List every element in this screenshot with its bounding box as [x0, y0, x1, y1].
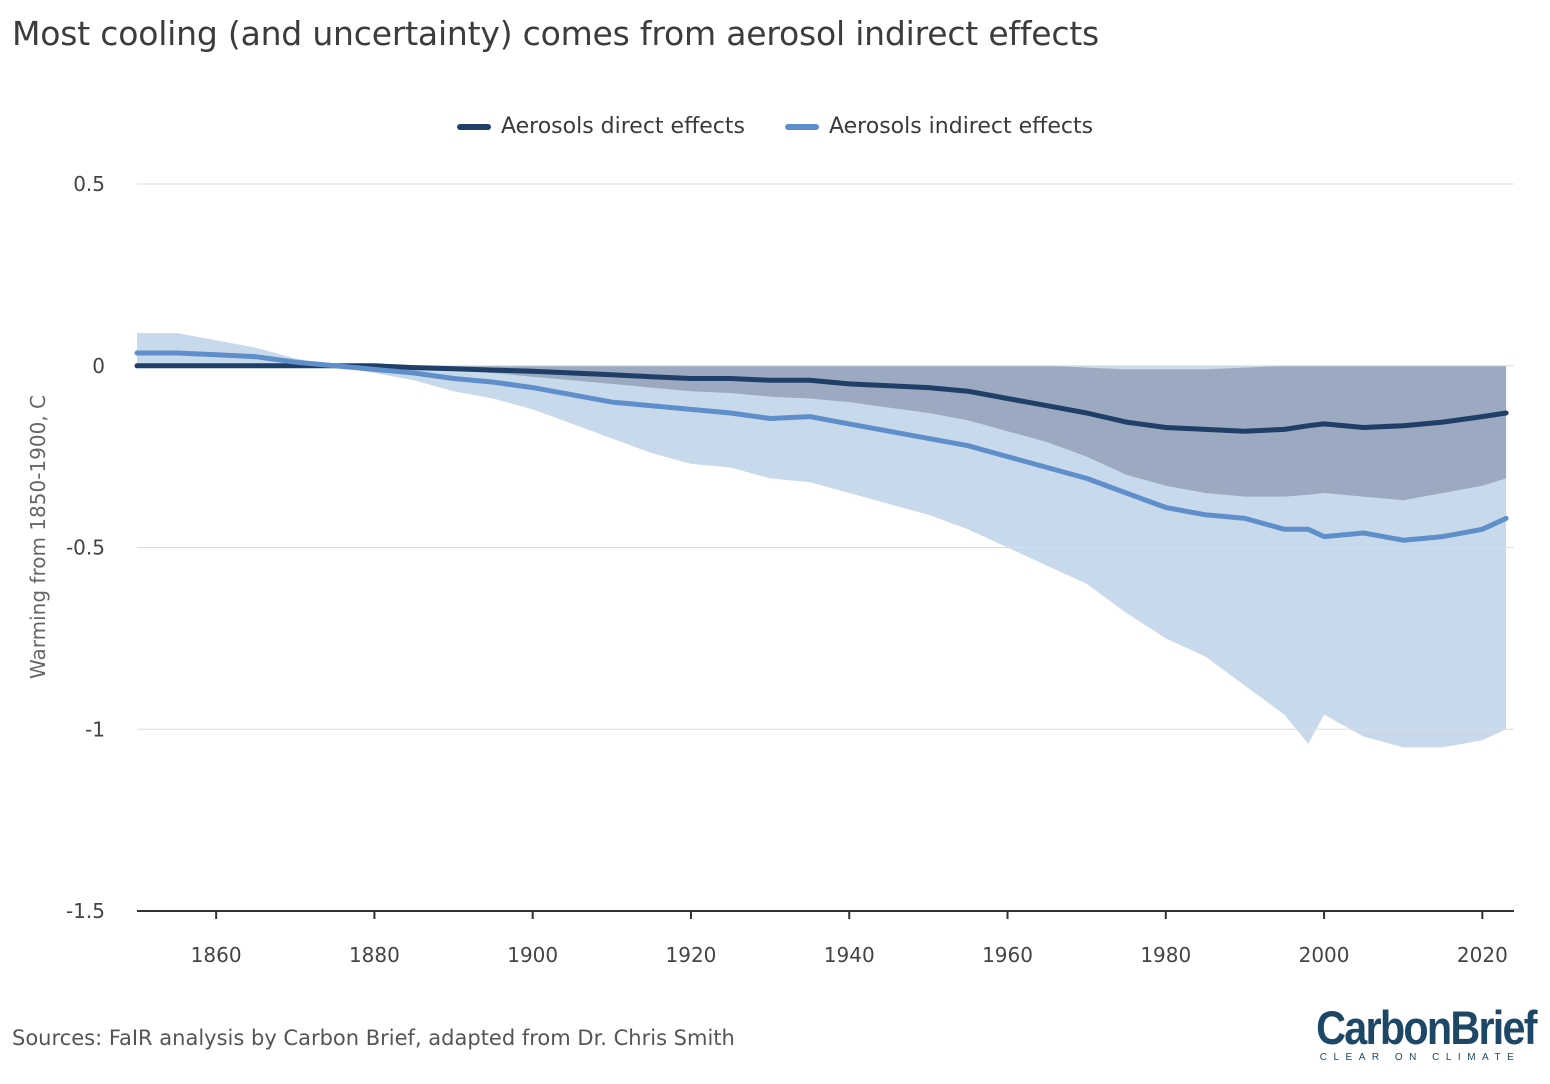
- legend-label-indirect: Aerosols indirect effects: [828, 114, 1094, 139]
- series-lines: [134, 350, 1509, 543]
- source-note: Sources: FaIR analysis by Carbon Brief, …: [12, 1026, 735, 1050]
- x-tick-label: 1920: [666, 943, 717, 967]
- y-tick-label: 0.5: [73, 172, 105, 196]
- legend-swatch-direct: [456, 123, 491, 130]
- uncertainty-bands: [137, 333, 1507, 748]
- logo-wordmark: CarbonBrief: [1316, 1001, 1537, 1054]
- x-tick-label: 1900: [507, 943, 558, 967]
- legend-swatch-indirect: [784, 123, 819, 130]
- y-axis-label: Warming from 1850-1900, C: [26, 395, 50, 679]
- x-tick-label: 1940: [824, 943, 875, 967]
- chart-plot: 0.5 0 -0.5 -1 -1.5 1860 1880 1900 1920 1940 1960 19…: [26, 172, 1514, 967]
- y-tick-label: 0: [92, 354, 105, 378]
- x-tick-label: 1960: [982, 943, 1033, 967]
- legend-item-indirect[interactable]: Aerosols indirect effects: [784, 114, 1094, 139]
- x-tick-label: 2020: [1457, 943, 1508, 967]
- chart-title: Most cooling (and uncertainty) comes fro…: [12, 14, 1100, 53]
- x-tick-label: 1880: [349, 943, 400, 967]
- y-tick-label: -1.5: [66, 899, 105, 923]
- axes: 0.5 0 -0.5 -1 -1.5 1860 1880 1900 1920 1940 1960 19…: [66, 172, 1514, 967]
- x-tick-label: 1980: [1140, 943, 1191, 967]
- carbonbrief-logo: CarbonBrief CLEAR ON CLIMATE: [1302, 1004, 1538, 1063]
- legend-label-direct: Aerosols direct effects: [500, 114, 745, 139]
- series-line-indirect: [134, 350, 1509, 543]
- x-tick-label: 1860: [191, 943, 242, 967]
- legend: Aerosols direct effects Aerosols indirec…: [0, 114, 1550, 139]
- legend-item-direct[interactable]: Aerosols direct effects: [456, 114, 745, 139]
- uncertainty-band-direct: [137, 365, 1507, 501]
- x-tick-label: 2000: [1299, 943, 1350, 967]
- y-tick-label: -0.5: [66, 536, 105, 560]
- logo-tagline: CLEAR ON CLIMATE: [1319, 1052, 1521, 1063]
- y-tick-label: -1: [85, 717, 105, 741]
- series-line-direct: [134, 363, 1509, 434]
